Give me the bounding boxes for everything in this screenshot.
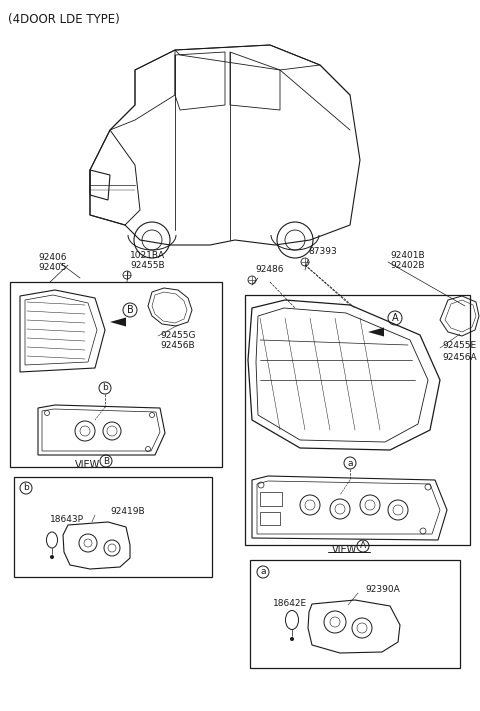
Bar — [260, 512, 280, 525]
Text: 92486: 92486 — [255, 265, 284, 274]
Text: A: A — [392, 313, 398, 323]
Text: 92456A: 92456A — [442, 353, 477, 361]
Text: 87393: 87393 — [308, 247, 337, 257]
Text: 92456B: 92456B — [160, 341, 194, 351]
Polygon shape — [110, 318, 126, 326]
Text: B: B — [127, 305, 133, 315]
Text: 18642E: 18642E — [273, 599, 307, 609]
Circle shape — [290, 637, 294, 641]
Text: a: a — [347, 459, 353, 468]
Text: 92406: 92406 — [38, 254, 67, 262]
Text: 92455G: 92455G — [160, 331, 195, 339]
Bar — [245, 295, 470, 545]
Polygon shape — [368, 328, 384, 336]
Text: VIEW: VIEW — [75, 460, 101, 470]
Text: B: B — [103, 456, 109, 466]
Text: 18643P: 18643P — [50, 515, 84, 525]
Text: b: b — [102, 383, 108, 392]
Text: 92401B: 92401B — [390, 250, 425, 260]
Bar — [260, 492, 282, 506]
Text: a: a — [260, 567, 266, 577]
Bar — [250, 560, 460, 668]
Circle shape — [50, 555, 54, 559]
Bar — [14, 477, 212, 577]
Text: b: b — [23, 483, 29, 493]
Text: A: A — [360, 542, 366, 550]
Text: 92405: 92405 — [38, 264, 67, 272]
Text: VIEW: VIEW — [332, 545, 358, 555]
Bar — [10, 282, 222, 467]
Text: 92455B: 92455B — [130, 260, 165, 269]
Text: (4DOOR LDE TYPE): (4DOOR LDE TYPE) — [8, 13, 120, 26]
Text: 92402B: 92402B — [390, 260, 424, 269]
Text: 1021BA: 1021BA — [130, 250, 165, 260]
Text: 92455E: 92455E — [442, 341, 476, 351]
Text: 92390A: 92390A — [365, 585, 400, 594]
Text: 92419B: 92419B — [110, 508, 144, 516]
